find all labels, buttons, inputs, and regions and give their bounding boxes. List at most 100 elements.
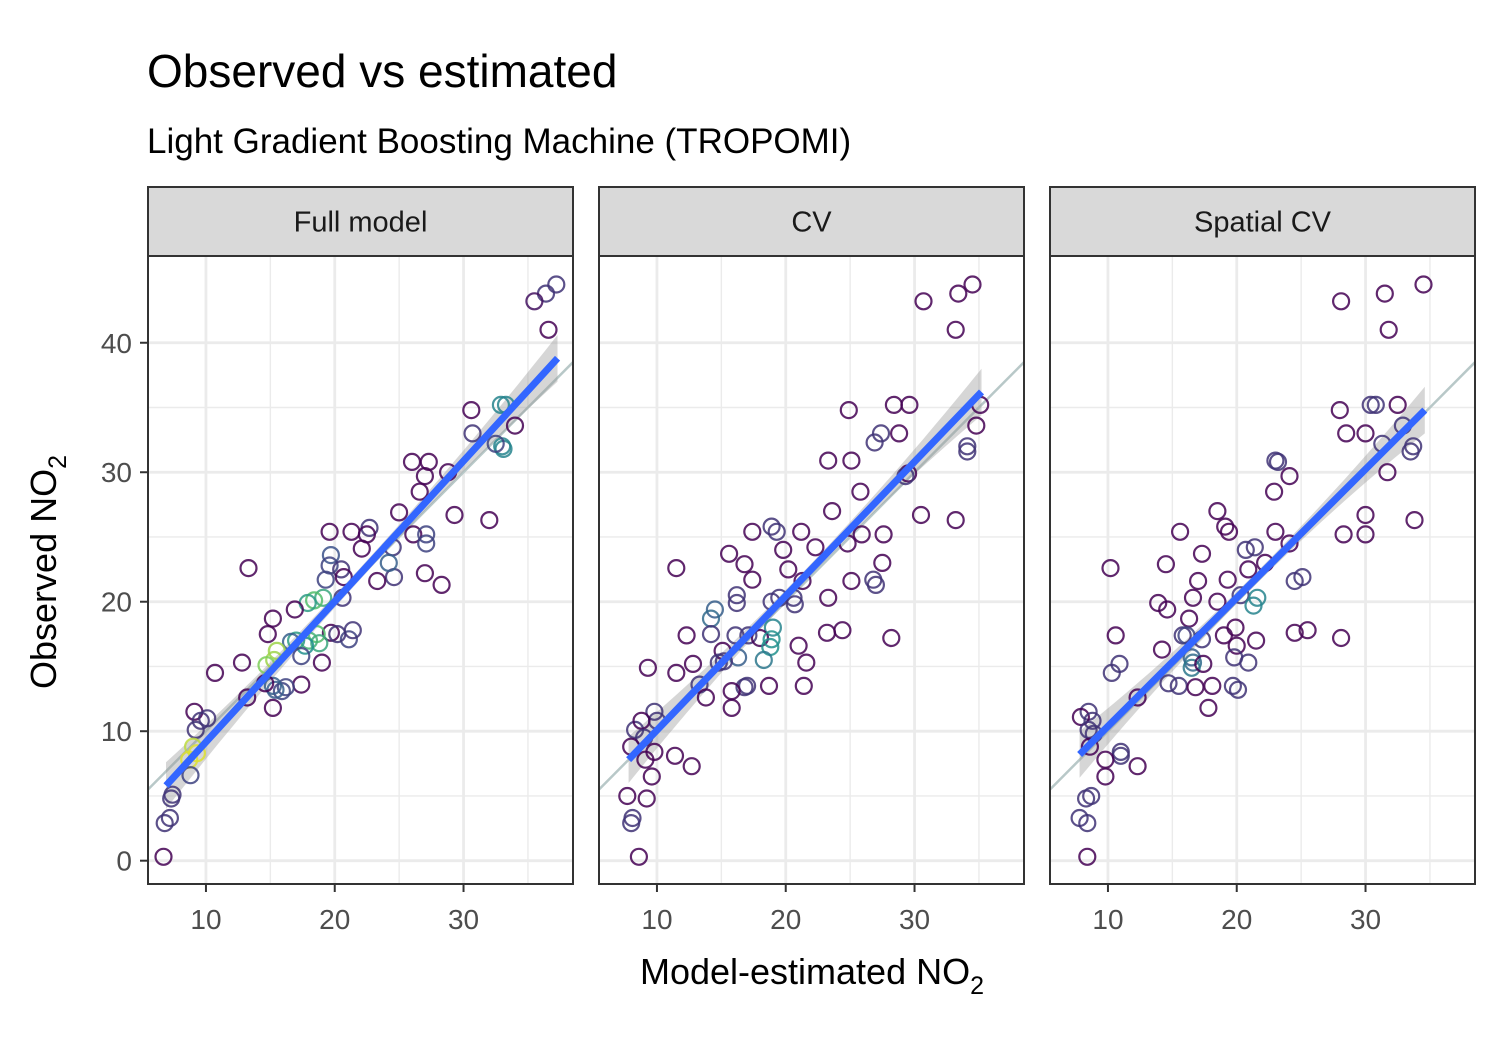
data-point	[1219, 522, 1239, 541]
data-point	[1227, 636, 1246, 655]
data-point	[1405, 510, 1424, 530]
data-point	[328, 624, 347, 644]
data-point	[232, 653, 252, 672]
chart-title: Observed vs estimated	[147, 45, 617, 97]
data-point	[874, 525, 893, 544]
data-point	[1366, 395, 1385, 414]
panel-border	[1049, 255, 1476, 885]
data-point	[186, 720, 205, 740]
data-point	[1208, 592, 1227, 611]
data-point	[667, 558, 686, 578]
data-point	[332, 560, 351, 579]
data-point	[1264, 482, 1284, 501]
data-point	[789, 636, 808, 655]
x-axis-title: Model-estimated NO2	[640, 951, 984, 1000]
data-point	[1414, 275, 1433, 294]
data-point	[314, 588, 333, 607]
data-point	[1182, 658, 1201, 677]
x-tick-label: 20	[1221, 904, 1252, 935]
data-point	[900, 395, 919, 414]
data-point	[767, 522, 786, 541]
data-point	[263, 676, 282, 696]
data-point	[774, 540, 793, 560]
data-point	[1285, 623, 1304, 642]
data-point	[491, 395, 510, 414]
data-point	[793, 571, 812, 591]
data-point	[312, 653, 331, 672]
data-point	[632, 711, 651, 730]
y-tick-label: 10	[101, 716, 132, 747]
data-point	[1179, 609, 1199, 628]
data-point	[750, 628, 770, 648]
panel-plot-area	[599, 275, 1024, 866]
panel-spatial-cv: Spatial CV 10 20 30	[1049, 186, 1476, 935]
data-point	[1356, 525, 1375, 544]
data-point	[842, 451, 861, 470]
data-point	[1128, 757, 1147, 776]
data-point	[238, 688, 257, 707]
data-point	[1379, 320, 1398, 339]
data-point	[642, 767, 661, 786]
data-point	[911, 505, 931, 525]
data-point	[683, 654, 703, 674]
data-point	[1280, 534, 1299, 553]
data-point	[735, 555, 754, 574]
data-point	[873, 553, 892, 573]
data-point	[160, 808, 179, 828]
data-point	[310, 634, 329, 653]
data-point	[525, 292, 544, 311]
data-point	[682, 757, 701, 776]
data-point	[806, 538, 825, 557]
x-tick-label: 10	[641, 904, 672, 935]
data-point	[1375, 284, 1394, 303]
chart-subtitle: Light Gradient Boosting Machine (TROPOMI…	[147, 122, 851, 161]
data-point	[258, 624, 277, 644]
data-point	[622, 813, 641, 833]
data-point	[743, 570, 762, 589]
data-point	[539, 320, 558, 339]
data-point	[696, 688, 716, 707]
data-point	[865, 433, 884, 452]
data-point	[263, 698, 282, 718]
data-point	[417, 525, 436, 544]
data-point	[1188, 571, 1208, 591]
data-point	[316, 570, 335, 589]
data-point	[963, 275, 982, 294]
data-point	[239, 558, 258, 578]
data-point	[719, 544, 739, 563]
data-point	[1102, 663, 1121, 683]
facet-strip-label: Spatial CV	[1194, 207, 1332, 239]
data-point	[762, 630, 781, 649]
x-tick-label: 10	[1092, 904, 1123, 935]
data-point	[1158, 600, 1177, 619]
data-point	[1378, 463, 1397, 482]
data-point	[763, 618, 783, 637]
data-point	[618, 786, 637, 806]
panel-border	[598, 255, 1025, 885]
data-point	[882, 628, 901, 648]
data-point	[1239, 653, 1258, 672]
data-point	[754, 650, 773, 670]
data-point	[1149, 593, 1168, 613]
x-tick-label: 30	[1350, 904, 1381, 935]
data-point	[1071, 707, 1091, 727]
regression-line	[163, 355, 561, 788]
data-point	[432, 575, 451, 595]
panel-cv: CV 10 20 30	[598, 186, 1025, 935]
data-point	[759, 676, 779, 696]
data-point	[191, 711, 210, 730]
data-point	[320, 522, 339, 541]
data-point	[727, 593, 746, 613]
data-point	[1170, 522, 1190, 541]
x-tick-label: 20	[770, 904, 801, 935]
data-point	[1268, 452, 1288, 471]
data-point	[339, 630, 358, 649]
data-point	[155, 813, 174, 833]
data-point	[946, 320, 965, 339]
y-axis-title: Observed NO2	[23, 455, 72, 689]
data-point	[629, 847, 649, 866]
data-point	[794, 676, 813, 696]
data-point	[1218, 570, 1237, 589]
data-point	[785, 595, 804, 614]
data-point	[1280, 467, 1299, 486]
